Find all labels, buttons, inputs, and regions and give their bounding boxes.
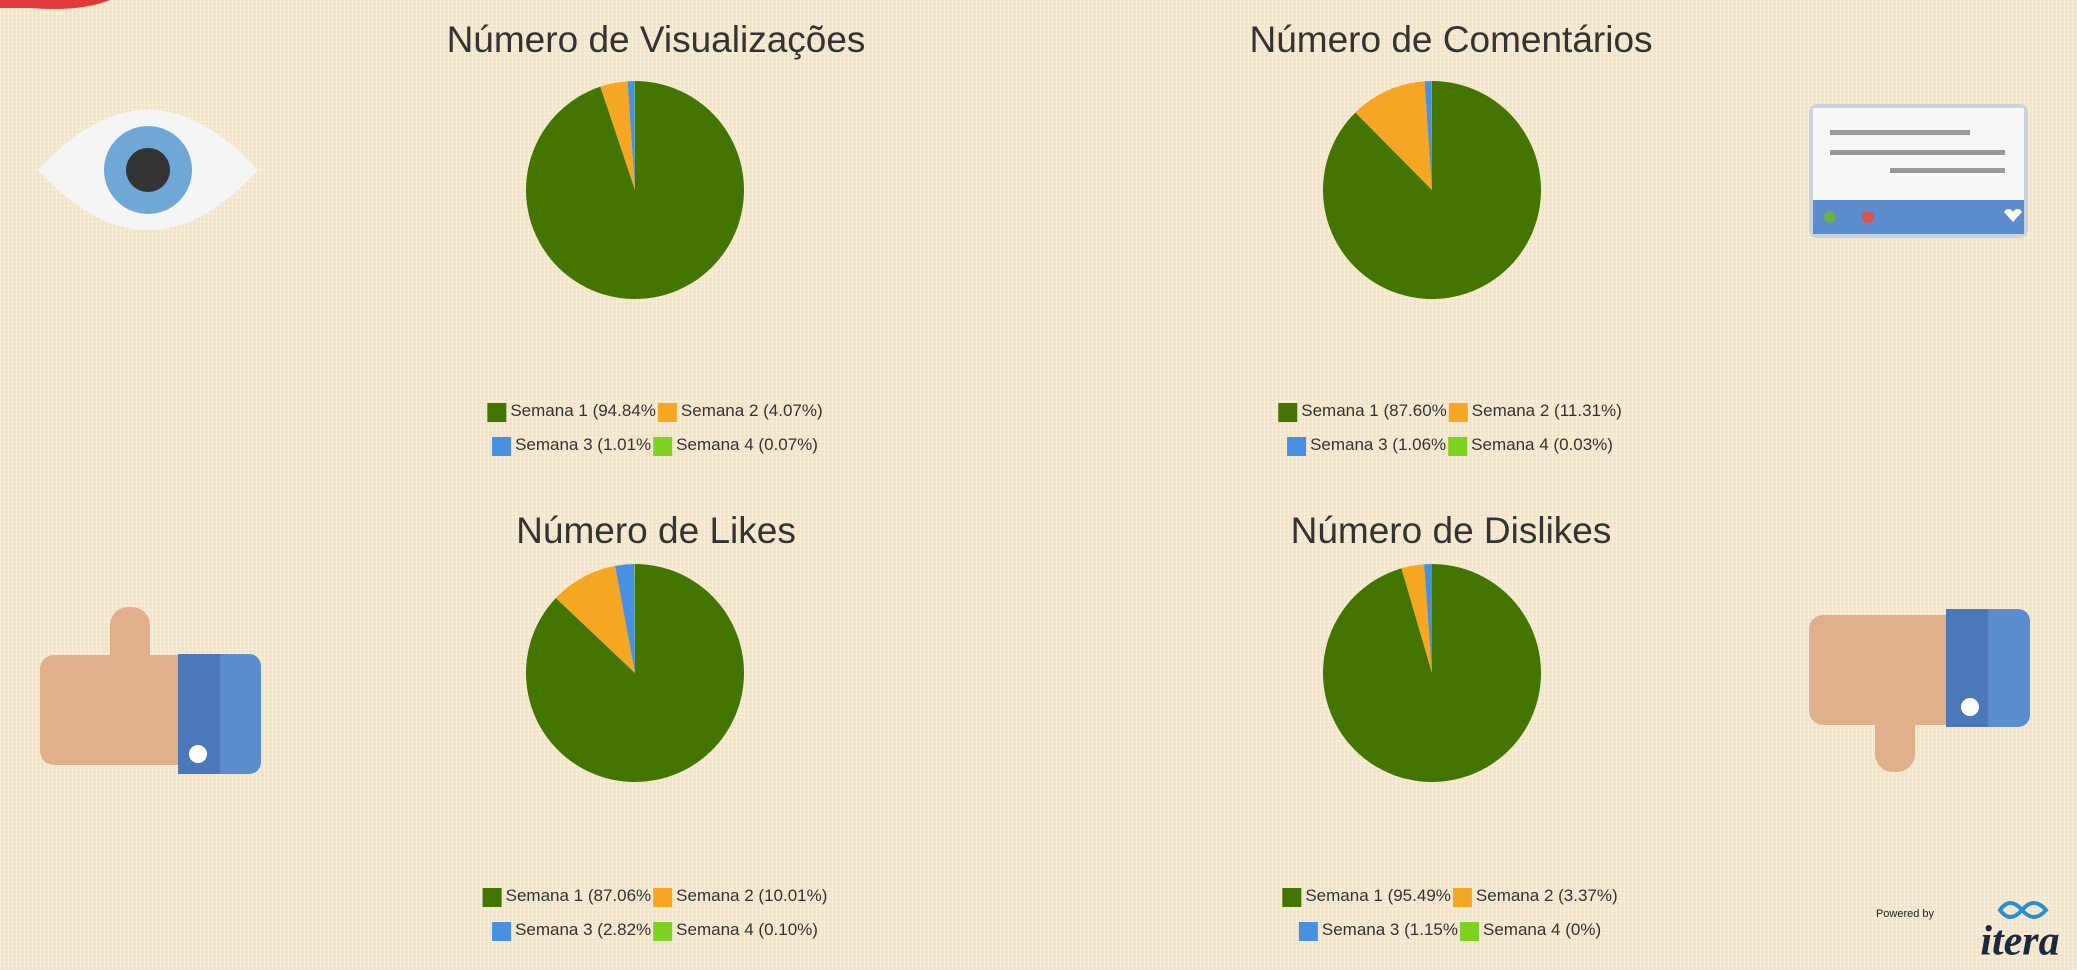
legend-label: Semana 1 (94.84% bbox=[510, 401, 656, 420]
legend-swatch bbox=[1287, 437, 1307, 456]
legend-value: (2.82% bbox=[597, 920, 651, 939]
legend-name: Semana 1 bbox=[1301, 401, 1379, 420]
legend-name: Semana 2 bbox=[1476, 886, 1554, 905]
legend-swatch bbox=[653, 922, 673, 941]
legend-name: Semana 1 bbox=[506, 886, 584, 905]
legend-label: Semana 3 (1.01% bbox=[515, 435, 651, 454]
pie-slice bbox=[627, 81, 635, 190]
legend-label: Semana 2 (10.01%) bbox=[676, 886, 827, 905]
legend-value: (87.60% bbox=[1383, 401, 1446, 420]
legend-value: (95.49% bbox=[1388, 886, 1451, 905]
legend-row: Semana 1 (95.49% Semana 2 (3.37%) bbox=[1282, 886, 1618, 907]
comment-icon bbox=[1809, 104, 2028, 238]
legend-value: (3.37%) bbox=[1558, 886, 1618, 905]
pie-slice bbox=[600, 81, 635, 190]
legend-value: (1.06% bbox=[1392, 435, 1446, 454]
legend-swatch bbox=[1448, 437, 1468, 456]
legend-swatch bbox=[482, 888, 502, 907]
legend-name: Semana 2 bbox=[1472, 401, 1550, 420]
legend-row: Semana 3 (1.01% Semana 4 (0.07%) bbox=[492, 435, 818, 456]
legend-label: Semana 4 (0.07%) bbox=[676, 435, 818, 454]
legend-name: Semana 1 bbox=[1305, 886, 1383, 905]
legend-value: (0.03%) bbox=[1553, 435, 1613, 454]
pie-slice bbox=[634, 564, 635, 673]
legend-value: (87.06% bbox=[588, 886, 651, 905]
legend-name: Semana 4 bbox=[676, 920, 754, 939]
legend-swatch bbox=[653, 437, 673, 456]
chart-title: Número de Comentários bbox=[1249, 19, 1652, 60]
legend-row: Semana 3 (1.15% Semana 4 (0%) bbox=[1298, 920, 1601, 941]
legend-row: Semana 1 (87.06% Semana 2 (10.01%) bbox=[482, 886, 827, 907]
legend-value: (11.31%) bbox=[1554, 401, 1622, 420]
legend-label: Semana 4 (0.10%) bbox=[676, 920, 818, 939]
legend-value: (1.15% bbox=[1404, 920, 1458, 939]
legend-name: Semana 2 bbox=[681, 401, 759, 420]
chart-title: Número de Visualizações bbox=[447, 19, 866, 60]
legend-name: Semana 3 bbox=[515, 435, 593, 454]
legend-label: Semana 4 (0%) bbox=[1483, 920, 1601, 939]
pie-slice bbox=[1424, 564, 1432, 673]
chart-title: Número de Likes bbox=[516, 510, 796, 551]
legend-value: (0.10%) bbox=[758, 920, 818, 939]
legend-name: Semana 4 bbox=[1483, 920, 1561, 939]
pie-slice bbox=[615, 564, 635, 673]
pie-slice bbox=[1401, 564, 1432, 673]
legend-label: Semana 3 (1.15% bbox=[1322, 920, 1458, 939]
legend-label: Semana 3 (1.06% bbox=[1310, 435, 1446, 454]
legend-value: (10.01%) bbox=[758, 886, 827, 905]
legend-label: Semana 2 (4.07%) bbox=[681, 401, 823, 420]
legend-swatch bbox=[487, 403, 507, 422]
legend-name: Semana 2 bbox=[676, 886, 754, 905]
legend-swatch bbox=[1298, 922, 1318, 941]
legend-name: Semana 3 bbox=[515, 920, 593, 939]
legend-label: Semana 4 (0.03%) bbox=[1471, 435, 1613, 454]
legend-name: Semana 4 bbox=[1471, 435, 1549, 454]
legend-swatch bbox=[653, 888, 673, 907]
legend-label: Semana 1 (95.49% bbox=[1305, 886, 1451, 905]
legend-name: Semana 1 bbox=[510, 401, 588, 420]
legend-value: (1.01% bbox=[597, 435, 651, 454]
pie-slice bbox=[1322, 81, 1541, 299]
legend-label: Semana 2 (11.31%) bbox=[1472, 401, 1622, 420]
legend-swatch bbox=[1452, 888, 1472, 907]
pie-slice bbox=[1323, 564, 1541, 782]
legend-swatch bbox=[1459, 922, 1479, 941]
powered-by: Powered by bbox=[1876, 908, 1935, 920]
logo-fragment bbox=[0, 0, 110, 9]
legend-label: Semana 1 (87.06% bbox=[506, 886, 652, 905]
chart-title: Número de Dislikes bbox=[1291, 510, 1612, 551]
legend-label: Semana 3 (2.82% bbox=[515, 920, 651, 939]
eye-icon bbox=[38, 110, 258, 230]
legend-swatch bbox=[1448, 403, 1468, 422]
legend-name: Semana 3 bbox=[1310, 435, 1388, 454]
pie-slice bbox=[1355, 81, 1432, 190]
brand: itera bbox=[1980, 919, 2059, 965]
legend-name: Semana 3 bbox=[1322, 920, 1400, 939]
thumbs-up-icon bbox=[40, 607, 261, 774]
pie-slice bbox=[526, 81, 745, 299]
legend-row: Semana 1 (87.60% Semana 2 (11.31%) bbox=[1278, 401, 1622, 422]
legend-swatch bbox=[657, 403, 677, 422]
legend-swatch bbox=[492, 922, 512, 941]
legend-row: Semana 1 (94.84% Semana 2 (4.07%) bbox=[487, 401, 823, 422]
legend-row: Semana 3 (2.82% Semana 4 (0.10%) bbox=[492, 920, 818, 941]
legend-value: (0.07%) bbox=[758, 435, 818, 454]
legend-row: Semana 3 (1.06% Semana 4 (0.03%) bbox=[1287, 435, 1613, 456]
legend-value: (94.84% bbox=[593, 401, 656, 420]
legend-swatch bbox=[492, 437, 512, 456]
thumbs-down-icon bbox=[1809, 609, 2030, 772]
legend-value: (4.07%) bbox=[763, 401, 823, 420]
legend-label: Semana 1 (87.60% bbox=[1301, 401, 1447, 420]
legend-name: Semana 4 bbox=[676, 435, 754, 454]
pie-slice bbox=[526, 564, 745, 782]
brand-mark bbox=[1997, 901, 2049, 919]
legend-value: (0%) bbox=[1565, 920, 1601, 939]
legend-swatch bbox=[1278, 403, 1298, 422]
legend-label: Semana 2 (3.37%) bbox=[1476, 886, 1618, 905]
pie-slice bbox=[555, 565, 635, 673]
legend-swatch bbox=[1282, 888, 1302, 907]
pie-slice bbox=[1424, 81, 1432, 190]
